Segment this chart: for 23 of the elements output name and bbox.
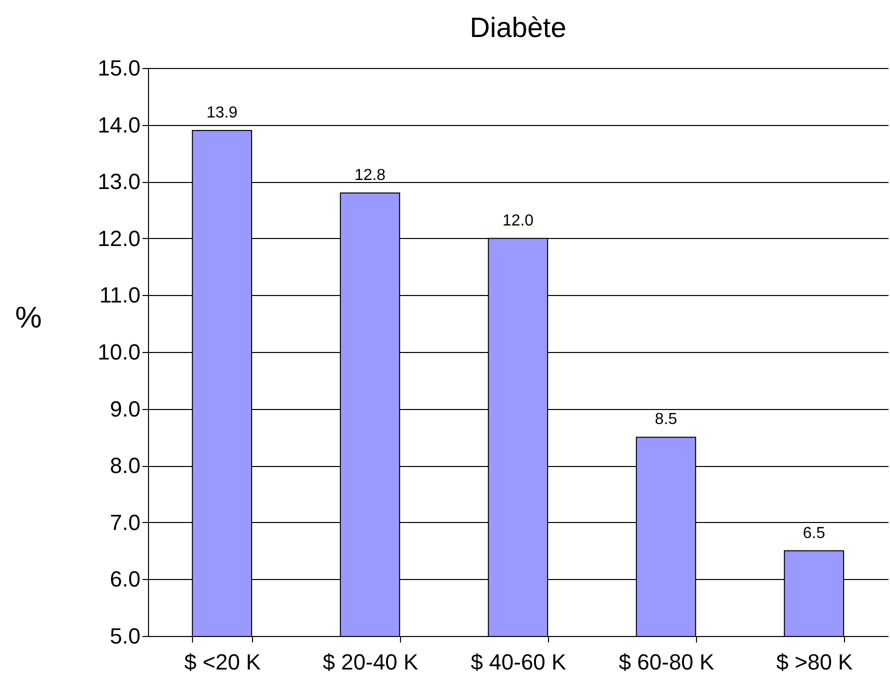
y-tick-label: 13.0: [98, 169, 140, 194]
y-tick-label: 14.0: [98, 112, 140, 138]
y-tick-label: 11.0: [99, 282, 140, 308]
y-tick-label: 10.0: [98, 340, 140, 364]
y-tick-label: 15.0: [98, 56, 140, 80]
y-tick-label: 12.0: [98, 226, 140, 251]
y-tick-label: 9.0: [110, 396, 140, 422]
data-label: 12.8: [354, 166, 386, 184]
x-tick-label: $ >80 K: [776, 650, 854, 674]
y-tick-label: 8.0: [110, 453, 140, 478]
x-tick-label: $ 20-40 K: [322, 650, 419, 674]
x-tick-label: $ 40-60 K: [470, 650, 567, 674]
y-axis-title: %: [15, 302, 42, 334]
data-label: 12.0: [502, 212, 534, 230]
y-tick-label: 5.0: [110, 624, 140, 648]
data-label: 13.9: [206, 104, 238, 122]
y-tick-label: 6.0: [110, 566, 140, 592]
chart-title: Diabète: [470, 12, 566, 43]
data-label: 6.5: [802, 524, 826, 542]
x-tick-label: $ 60-80 K: [618, 650, 715, 674]
y-tick-label: 7.0: [110, 510, 140, 535]
x-tick-label: $ <20 K: [184, 650, 262, 674]
data-label: 8.5: [654, 411, 678, 428]
